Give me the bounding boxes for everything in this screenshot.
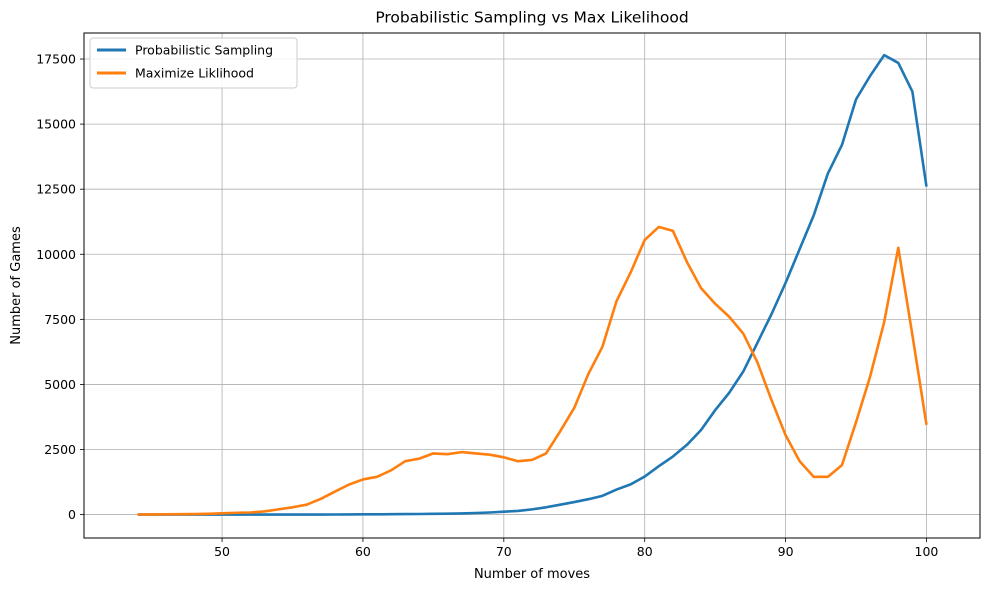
x-axis-label: Number of moves bbox=[474, 567, 590, 582]
grid-lines bbox=[84, 33, 980, 538]
legend: Probabilistic Sampling Maximize Liklihoo… bbox=[89, 37, 298, 89]
series-line-maximize-liklihood bbox=[137, 225, 928, 516]
chart-title: Probabilistic Sampling vs Max Likelihood bbox=[375, 9, 688, 27]
series-lines bbox=[137, 53, 928, 516]
y-tick-label: 17500 bbox=[36, 52, 76, 67]
x-tick-label: 50 bbox=[214, 544, 230, 559]
y-tick-label: 0 bbox=[68, 507, 76, 522]
legend-label-probabilistic-sampling: Probabilistic Sampling bbox=[135, 43, 273, 58]
x-tick-label: 100 bbox=[915, 544, 939, 559]
x-axis: 50 60 70 80 90 100 bbox=[214, 538, 938, 559]
y-tick-label: 15000 bbox=[36, 117, 76, 132]
y-tick-label: 12500 bbox=[36, 182, 76, 197]
plot-area-frame bbox=[83, 32, 981, 539]
x-tick-label: 70 bbox=[496, 544, 512, 559]
x-tick-label: 90 bbox=[778, 544, 794, 559]
series-line-probabilistic-sampling bbox=[137, 53, 928, 516]
y-tick-label: 2500 bbox=[44, 442, 76, 457]
y-tick-label: 7500 bbox=[44, 312, 76, 327]
y-tick-label: 5000 bbox=[44, 377, 76, 392]
x-tick-label: 80 bbox=[637, 544, 653, 559]
y-tick-label: 10000 bbox=[36, 247, 76, 262]
legend-box bbox=[89, 37, 298, 89]
y-axis: 0 2500 5000 7500 10000 12500 15000 17500 bbox=[36, 52, 84, 522]
legend-label-maximize-liklihood: Maximize Liklihood bbox=[135, 66, 254, 81]
x-tick-label: 60 bbox=[355, 544, 371, 559]
y-axis-label: Number of Games bbox=[9, 226, 24, 345]
